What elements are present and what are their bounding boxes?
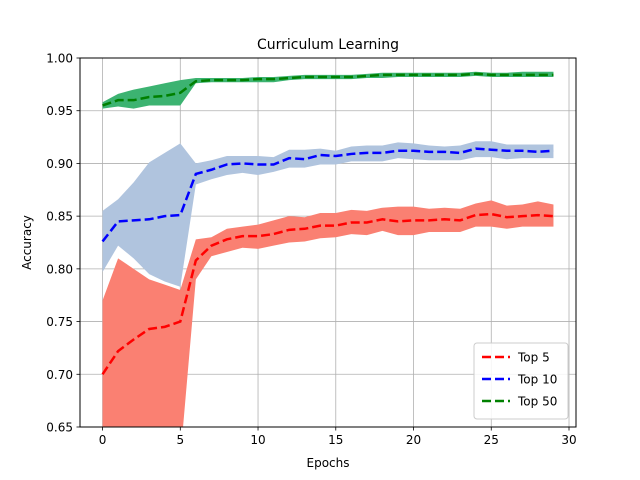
y-tick-label: 0.70 [46, 368, 73, 382]
top-10-band [102, 141, 554, 287]
x-axis-title: Epochs [307, 456, 350, 470]
y-axis-title: Accuracy [20, 215, 34, 270]
legend-label-top-5: Top 5 [517, 351, 550, 365]
x-tick-label: 0 [99, 433, 107, 447]
top-50-line [102, 72, 554, 107]
x-tick-label: 20 [406, 433, 421, 447]
x-tick-label: 15 [328, 433, 343, 447]
y-tick-label: 0.80 [46, 262, 73, 276]
y-tick-label: 0.90 [46, 157, 73, 171]
y-tick-label: 1.00 [46, 52, 73, 66]
y-tick-label: 0.65 [46, 421, 73, 435]
chart-title: Curriculum Learning [257, 37, 399, 53]
top-5-band [102, 200, 554, 427]
x-tick-label: 5 [176, 433, 184, 447]
legend: Top 5 Top 10 Top 50 [473, 342, 569, 420]
axis-ticks: 0 5 10 15 20 25 30 0.65 0.70 0.75 0.80 0.85 0.90 0.95… [46, 52, 576, 448]
x-tick-label: 25 [484, 433, 499, 447]
y-tick-label: 0.95 [46, 104, 73, 118]
y-tick-label: 0.75 [46, 315, 73, 329]
top-10-line [101, 147, 554, 243]
x-tick-label: 30 [561, 433, 576, 447]
legend-label-top-50: Top 50 [517, 395, 557, 409]
y-tick-label: 0.85 [46, 210, 73, 224]
series-lines [101, 72, 554, 375]
top-5-line [101, 212, 554, 375]
x-tick-label: 10 [250, 433, 265, 447]
plot-area-frame [79, 57, 577, 428]
legend-label-top-10: Top 10 [517, 373, 557, 387]
